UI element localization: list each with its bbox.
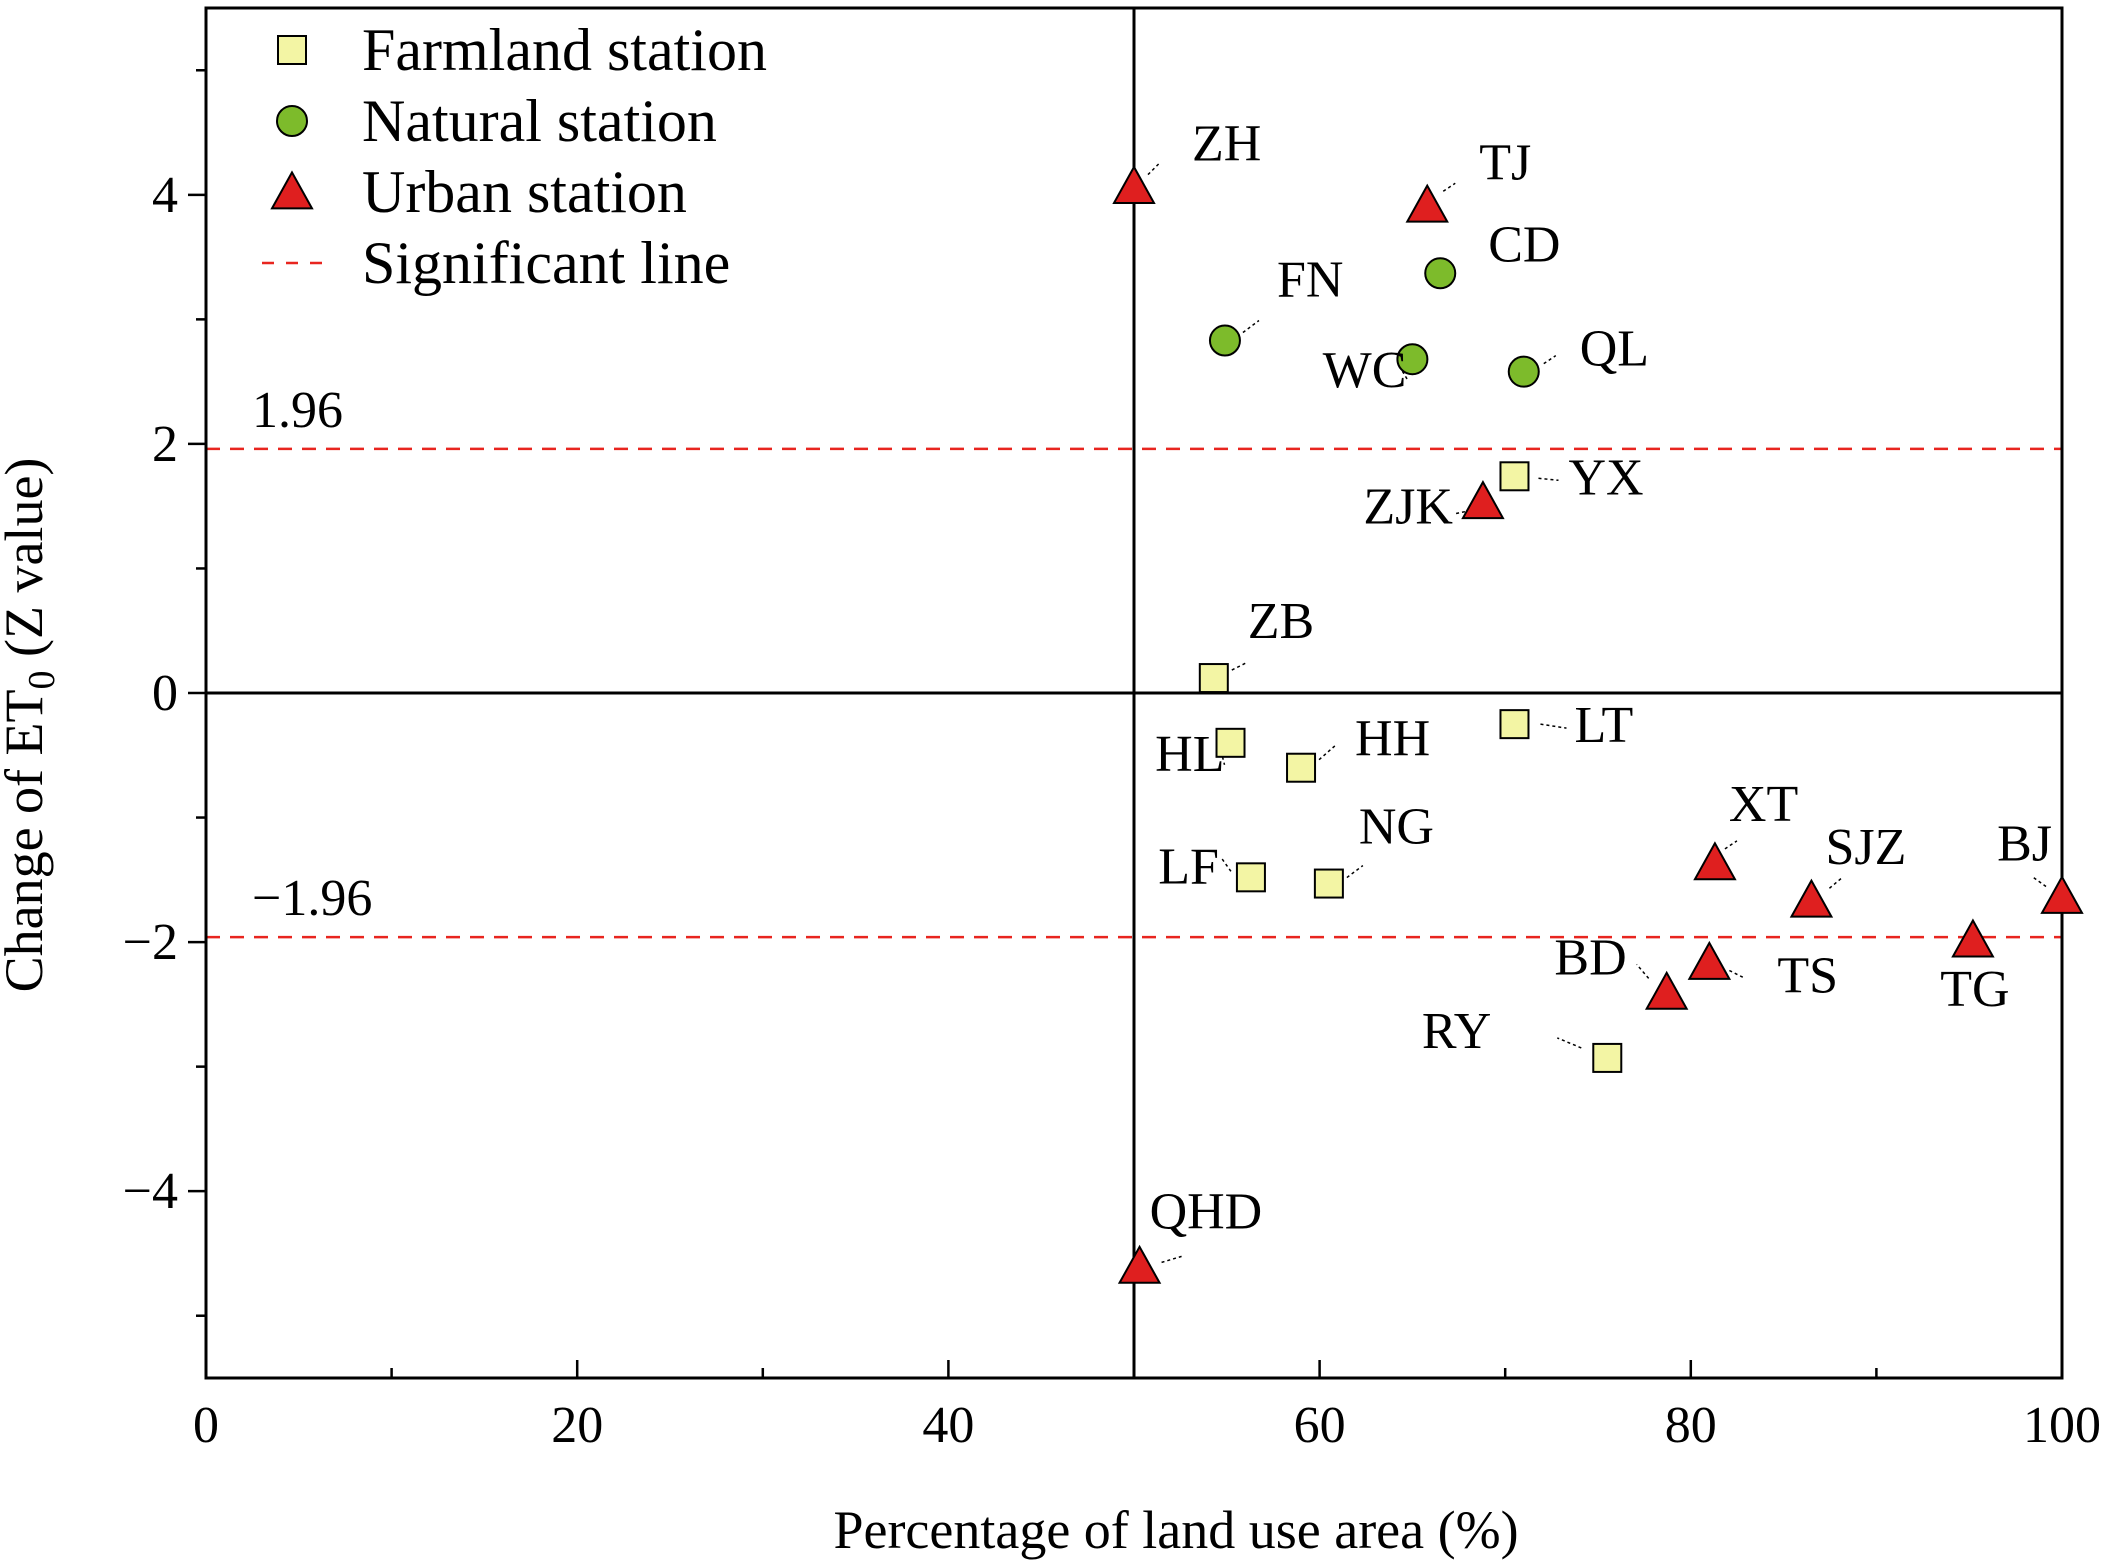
legend-label: Urban station [362, 159, 687, 225]
x-tick-label: 60 [1294, 1397, 1346, 1454]
point-label-lf: LF [1158, 838, 1219, 895]
point-label-tj: TJ [1479, 134, 1531, 191]
leader-line-bj [2031, 875, 2047, 888]
data-point-lt [1499, 709, 1530, 740]
x-tick-label: 100 [2023, 1397, 2101, 1454]
data-point-bd [1644, 970, 1689, 1010]
data-point-hh [1286, 752, 1317, 783]
data-point-bj [2040, 874, 2084, 914]
y-tick-label: −4 [123, 1163, 178, 1220]
point-label-ry: RY [1422, 1003, 1491, 1060]
data-point-zh [1112, 164, 1156, 204]
point-label-ng: NG [1359, 799, 1434, 856]
leader-line-ts [1729, 969, 1746, 980]
leader-line-zh [1147, 162, 1161, 176]
legend-label: Natural station [362, 88, 717, 154]
point-label-cd: CD [1488, 216, 1560, 273]
leader-line-ng [1346, 864, 1364, 879]
point-label-hh: HH [1355, 711, 1430, 768]
leader-line-lf [1220, 856, 1232, 872]
y-tick-label: 0 [152, 665, 178, 722]
legend-item-3: Significant line [262, 230, 730, 296]
legend-swatch-circle [276, 105, 308, 137]
y-tick-label: 4 [152, 167, 178, 224]
legend-item-0: Farmland station [277, 17, 767, 83]
point-label-wc: WC [1323, 342, 1407, 399]
leader-line-sjz [1828, 877, 1842, 889]
point-label-lt: LT [1574, 697, 1633, 754]
x-tick-label: 40 [922, 1397, 974, 1454]
y-axis-title: Change of ET0 (Z value) [0, 458, 63, 993]
axes: 0 20 40 60 80 100 −4 −2 0 2 4 [123, 6, 2101, 1454]
data-point-yx [1499, 461, 1530, 492]
leader-line-ry [1556, 1037, 1582, 1049]
reference-line-label-3: −1.96 [252, 870, 372, 927]
leader-line-lt [1540, 723, 1567, 729]
leader-line-xt [1724, 840, 1738, 850]
point-label-zb: ZB [1248, 593, 1314, 650]
leader-line-hh [1318, 745, 1336, 761]
leader-line-ql [1543, 355, 1557, 365]
y-tick-label: −2 [123, 914, 178, 971]
data-point-hl [1215, 727, 1246, 758]
data-point-lf [1235, 862, 1266, 893]
legend-label: Significant line [362, 230, 730, 296]
legend-item-2: Urban station [270, 159, 687, 225]
point-label-xt: XT [1729, 776, 1798, 833]
leader-line-yx [1538, 477, 1559, 482]
point-label-zjk: ZJK [1363, 479, 1453, 536]
point-label-sjz: SJZ [1825, 819, 1906, 876]
point-label-tg: TG [1940, 961, 2009, 1018]
point-label-qhd: QHD [1150, 1183, 1263, 1240]
reference-lines: 1.96 −1.96 [206, 8, 2062, 1378]
legend-swatch-square [277, 35, 307, 65]
leader-line-tj [1442, 182, 1456, 192]
data-point-ng [1313, 868, 1344, 899]
point-labels: YX ZB HL HH LT LF NG RY CD FN WC QL ZH TJ ZJK XT SJZ BJ TG… [1147, 116, 2052, 1264]
point-label-zh: ZH [1192, 116, 1261, 173]
data-point-sjz [1789, 878, 1834, 918]
point-label-bj: BJ [1997, 816, 2052, 873]
leader-line-fn [1242, 319, 1260, 334]
leader-line-wc [1401, 370, 1410, 382]
point-label-ts: TS [1777, 948, 1838, 1005]
reference-line-label-2: 1.96 [252, 382, 343, 439]
leader-line-zb [1231, 661, 1249, 671]
data-point-cd [1424, 257, 1457, 290]
data-point-wc [1396, 343, 1429, 376]
point-label-fn: FN [1277, 252, 1343, 309]
data-point-tj [1405, 183, 1449, 223]
data-point-ql [1507, 355, 1540, 388]
point-label-hl: HL [1155, 726, 1224, 783]
legend-item-1: Natural station [276, 88, 717, 154]
data-point-xt [1693, 841, 1737, 881]
y-tick-label: 2 [152, 416, 178, 473]
legend-swatch-triangle [270, 170, 314, 210]
x-axis-title: Percentage of land use area (%) [833, 1500, 1518, 1560]
point-label-yx: YX [1568, 449, 1643, 506]
x-tick-label: 0 [193, 1397, 219, 1454]
data-points [1112, 164, 2084, 1284]
data-point-qhd [1117, 1244, 1162, 1284]
leader-line-zjk [1454, 510, 1466, 515]
point-label-ql: QL [1580, 321, 1649, 378]
data-point-ry [1592, 1042, 1623, 1073]
leader-line-hl [1221, 756, 1226, 766]
x-tick-label: 20 [551, 1397, 603, 1454]
data-point-zjk [1461, 480, 1505, 520]
data-point-zb [1198, 663, 1229, 694]
legend-label: Farmland station [362, 17, 767, 83]
data-point-ts [1687, 940, 1732, 980]
leader-line-bd [1636, 963, 1650, 979]
x-tick-label: 80 [1665, 1397, 1717, 1454]
data-point-fn [1208, 324, 1241, 357]
leader-line-qhd [1161, 1255, 1182, 1264]
data-point-tg [1951, 918, 1995, 958]
point-label-bd: BD [1554, 929, 1626, 986]
